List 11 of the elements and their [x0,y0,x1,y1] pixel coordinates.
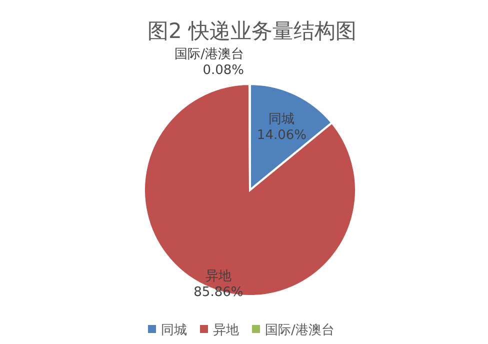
slice-label: 异地 [205,269,232,284]
legend-label: 异地 [213,323,239,338]
chart-title: 图2 快递业务量结构图 [147,19,357,43]
slice-label: 同城 [268,112,295,127]
data-label: 85.86% [194,285,244,300]
slice-label: 国际/港澳台 [174,47,244,62]
data-label: 14.06% [256,128,307,143]
data-label: 0.08% [202,63,244,78]
legend-label: 同城 [161,323,187,338]
legend-label: 国际/港澳台 [265,323,334,338]
pie-slice [143,83,357,297]
